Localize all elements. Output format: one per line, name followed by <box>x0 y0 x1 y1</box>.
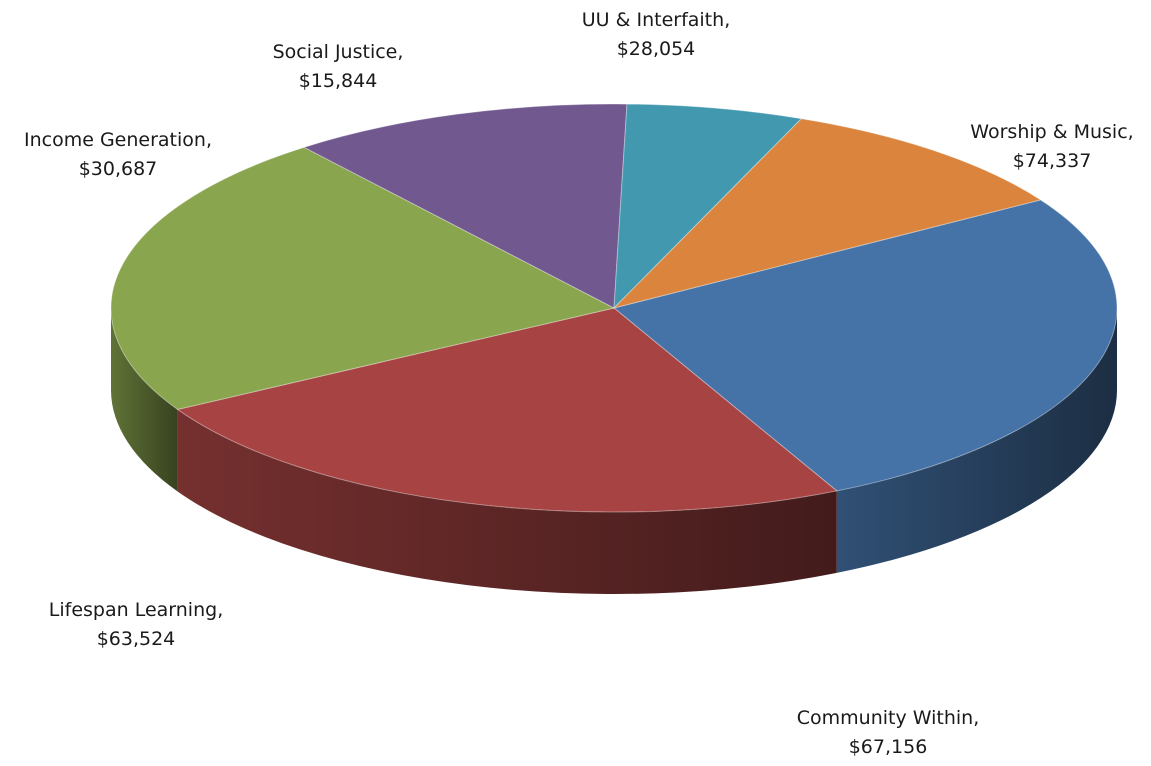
slice-label-lifespan-learning: Lifespan Learning, $63,524 <box>48 599 224 650</box>
slice-label-social-justice: Social Justice, $15,844 <box>272 41 404 92</box>
slice-name: Social Justice <box>272 41 398 63</box>
pie-slice-community-within <box>176 307 838 513</box>
slice-value: $63,524 <box>96 628 176 650</box>
slice-value: $74,337 <box>1012 150 1092 172</box>
slice-label-uu-interfaith: UU & Interfaith, $28,054 <box>581 9 731 60</box>
pie-slice-uu-interfaith <box>612 118 1042 309</box>
pie-side-walls <box>111 308 1117 594</box>
pie-slice-lifespan-learning <box>110 146 616 410</box>
pie-top-faces <box>110 103 1118 513</box>
slice-name: Income Generation <box>24 129 206 151</box>
slice-label-income-generation: Income Generation, $30,687 <box>24 129 212 180</box>
slice-value: $28,054 <box>616 38 696 60</box>
pie-side-worship-music <box>836 308 1117 573</box>
slice-value: $30,687 <box>78 158 158 180</box>
slice-value: $67,156 <box>848 736 928 758</box>
pie-slice-income-generation <box>302 103 628 309</box>
slice-name: Lifespan Learning <box>48 599 218 621</box>
slice-label-worship-music: Worship & Music, $74,337 <box>970 121 1134 172</box>
slice-name: UU & Interfaith <box>581 9 725 31</box>
slice-label-community-within: Community Within, $67,156 <box>796 707 980 758</box>
pie-slice-social-justice <box>613 103 803 310</box>
slice-name: Community Within <box>796 707 974 729</box>
slice-value: $15,844 <box>298 70 378 92</box>
pie-slice-worship-music <box>612 199 1118 492</box>
pie-side-community-within <box>177 409 837 594</box>
pie-side-lifespan-learning <box>111 308 178 492</box>
slice-name: Worship & Music <box>970 121 1128 143</box>
